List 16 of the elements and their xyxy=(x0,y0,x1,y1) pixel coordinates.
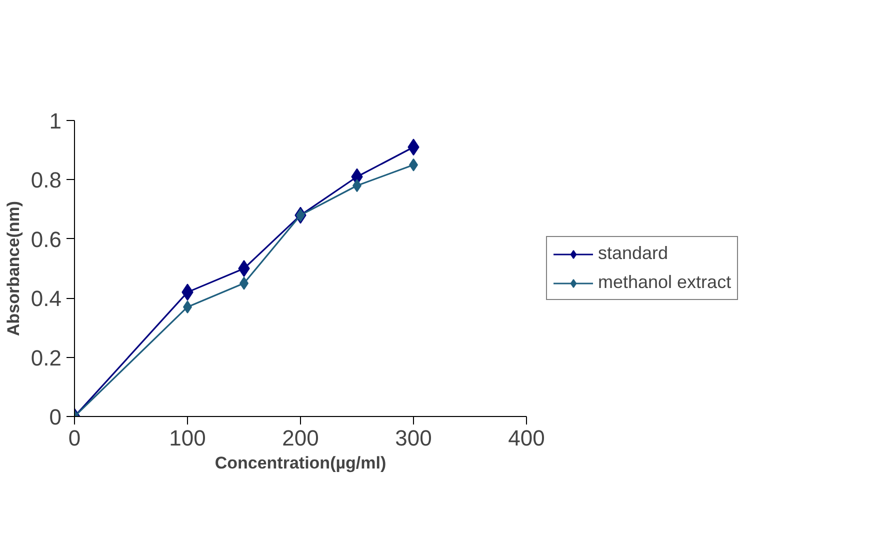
x-tick-label: 300 xyxy=(395,426,432,450)
x-tick-label: 200 xyxy=(282,426,319,450)
y-tick-label: 0.4 xyxy=(30,286,62,312)
y-tick-label: 0.2 xyxy=(30,345,62,370)
legend-label: methanol extract xyxy=(598,272,732,293)
legend-label: standard xyxy=(598,243,668,264)
y-tick-label: 1 xyxy=(49,108,62,134)
y-axis-title: Absorbance(nm) xyxy=(4,200,23,336)
x-tick-label: 0 xyxy=(68,426,81,450)
y-tick-label: 0.6 xyxy=(30,226,62,252)
x-tick-label: 400 xyxy=(508,426,545,450)
y-tick-label: 0.8 xyxy=(30,168,62,193)
x-axis-title: Concentration(µg/ml) xyxy=(214,454,386,472)
y-tick-label: 0 xyxy=(49,404,62,430)
x-tick-label: 100 xyxy=(169,426,206,450)
point xyxy=(238,260,250,277)
